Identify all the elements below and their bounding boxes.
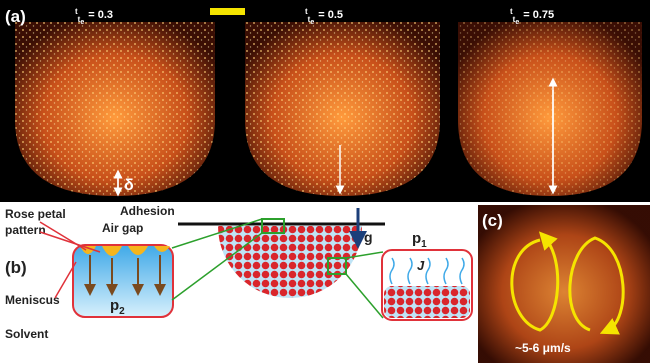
zoom-line: [346, 274, 383, 318]
particles: [384, 286, 470, 318]
droplet: [15, 22, 215, 196]
gravity-label: g: [364, 229, 373, 245]
panel-label: (b): [5, 258, 27, 277]
droplet: [458, 22, 642, 196]
label: Air gap: [102, 221, 143, 235]
flux-label: J: [417, 258, 425, 273]
label: Solvent: [5, 327, 48, 341]
scale-bar: [210, 8, 245, 15]
label: Meniscus: [5, 293, 60, 307]
panel-label: (a): [5, 7, 26, 26]
delta-label: δ: [124, 177, 134, 194]
speed-label: ~5-6 μm/s: [515, 341, 571, 355]
pressure-label: p1: [412, 230, 427, 250]
pointer: [40, 232, 100, 252]
label: Adhesion: [120, 204, 175, 218]
droplet-cross-section: [218, 226, 362, 298]
panel-label: (c): [482, 211, 503, 230]
droplet: [245, 22, 440, 196]
figure: (a) tte= 0.3tte= 0.5tte= 0.75 δ (b) Rose…: [0, 0, 650, 363]
